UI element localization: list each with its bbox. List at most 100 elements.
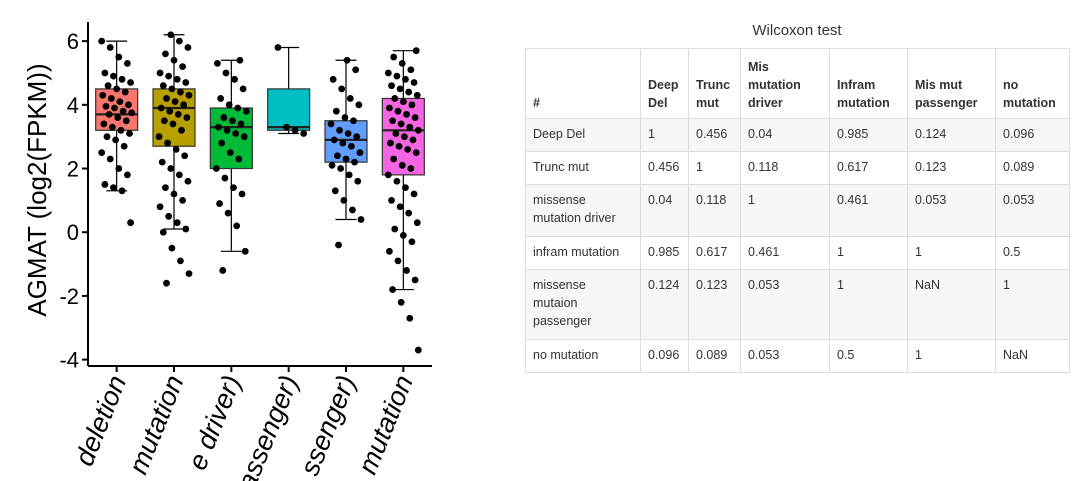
data-point	[230, 184, 237, 192]
data-point	[397, 120, 405, 128]
data-point	[118, 75, 126, 83]
data-point	[155, 133, 163, 141]
table-row: no mutation 0.096 0.089 0.053 0.5 1 NaN	[525, 339, 1070, 373]
data-point	[329, 75, 337, 83]
header-row: # Deep Del Trunc mut Mis mutation driver Inf…	[525, 48, 1070, 119]
x-tick-label: mutation	[123, 371, 190, 478]
data-point	[105, 110, 113, 118]
data-point	[346, 95, 354, 102]
data-point	[398, 60, 406, 67]
data-point	[350, 117, 357, 125]
table-row: infram mutation 0.985 0.617 0.461 1 1 0.5	[525, 236, 1070, 270]
data-point	[110, 72, 117, 80]
data-point	[159, 228, 167, 236]
data-point	[127, 219, 134, 227]
data-point	[162, 50, 169, 58]
data-point	[389, 286, 397, 293]
data-point	[405, 209, 413, 217]
data-point	[222, 69, 230, 77]
data-point	[339, 139, 347, 147]
data-point	[232, 130, 240, 137]
data-point	[223, 126, 231, 134]
cell: 0.456	[688, 118, 741, 152]
cell: 0.089	[688, 339, 741, 373]
header-cell: Mis mut passenger	[907, 48, 996, 119]
data-point	[394, 257, 402, 265]
data-point	[408, 101, 416, 109]
data-point	[345, 171, 353, 179]
y-axis-title: AGMAT (log2(FPKM))	[22, 63, 52, 316]
data-point	[393, 177, 401, 185]
data-point	[283, 123, 290, 131]
data-point	[169, 120, 177, 128]
cell: 0.461	[740, 236, 830, 270]
data-point	[242, 107, 250, 115]
data-point	[337, 165, 345, 172]
cell: 0.124	[907, 118, 996, 152]
data-point	[386, 104, 393, 112]
cell: 0.053	[740, 269, 830, 340]
data-point	[332, 107, 340, 115]
cell: 0.118	[740, 151, 830, 185]
data-point	[402, 75, 409, 83]
chart: AGMAT (log2(FPKM)) -4-20246deletionmutat…	[22, 22, 432, 481]
data-point	[399, 98, 407, 106]
data-point	[407, 165, 415, 172]
data-point	[123, 60, 131, 67]
cell: 0.053	[740, 339, 830, 373]
data-point	[221, 174, 229, 182]
data-point	[156, 69, 164, 77]
cell: 0.089	[995, 151, 1070, 185]
data-point	[111, 104, 118, 112]
data-point	[225, 101, 233, 109]
cell: NaN	[995, 339, 1070, 373]
data-point	[413, 219, 421, 227]
data-point	[115, 53, 123, 61]
data-point	[128, 109, 136, 117]
data-point	[98, 37, 106, 45]
data-point	[106, 155, 114, 163]
data-point	[127, 79, 134, 86]
data-point	[157, 104, 165, 112]
data-point	[168, 244, 176, 252]
row-label: no mutation	[525, 339, 641, 373]
data-point	[340, 196, 348, 204]
data-point	[173, 75, 181, 83]
data-point	[177, 257, 184, 265]
cell: 1	[740, 184, 830, 237]
data-point	[229, 117, 236, 125]
cell: 0.985	[640, 236, 689, 270]
cell: 1	[829, 269, 908, 340]
data-point	[167, 165, 175, 172]
y-tick-label: 4	[67, 93, 79, 118]
row-label: Trunc mut	[525, 151, 641, 185]
row-label: missense mutation driver	[525, 184, 641, 237]
data-point	[353, 133, 361, 141]
data-point	[114, 114, 122, 121]
data-point	[102, 103, 110, 110]
data-point	[168, 85, 176, 93]
data-point	[171, 98, 179, 106]
x-tick-label: deletion	[69, 371, 132, 470]
data-point	[413, 91, 421, 99]
cell: 1	[995, 269, 1070, 340]
data-point	[402, 184, 409, 192]
data-point	[177, 88, 184, 96]
data-point	[410, 79, 418, 86]
data-point	[122, 117, 130, 125]
x-tick-label: mutation	[352, 371, 419, 478]
data-point	[103, 133, 111, 141]
data-point	[216, 200, 223, 207]
data-point	[110, 184, 117, 192]
data-point	[344, 130, 352, 137]
data-point	[410, 190, 418, 198]
y-tick-label: -2	[59, 284, 79, 309]
data-point	[219, 267, 227, 274]
data-point	[391, 95, 399, 102]
data-point	[104, 82, 112, 90]
data-point	[388, 196, 395, 204]
data-point	[107, 95, 115, 102]
data-point	[116, 98, 124, 106]
cell: 0.985	[829, 118, 908, 152]
cell: 0.5	[829, 339, 908, 373]
